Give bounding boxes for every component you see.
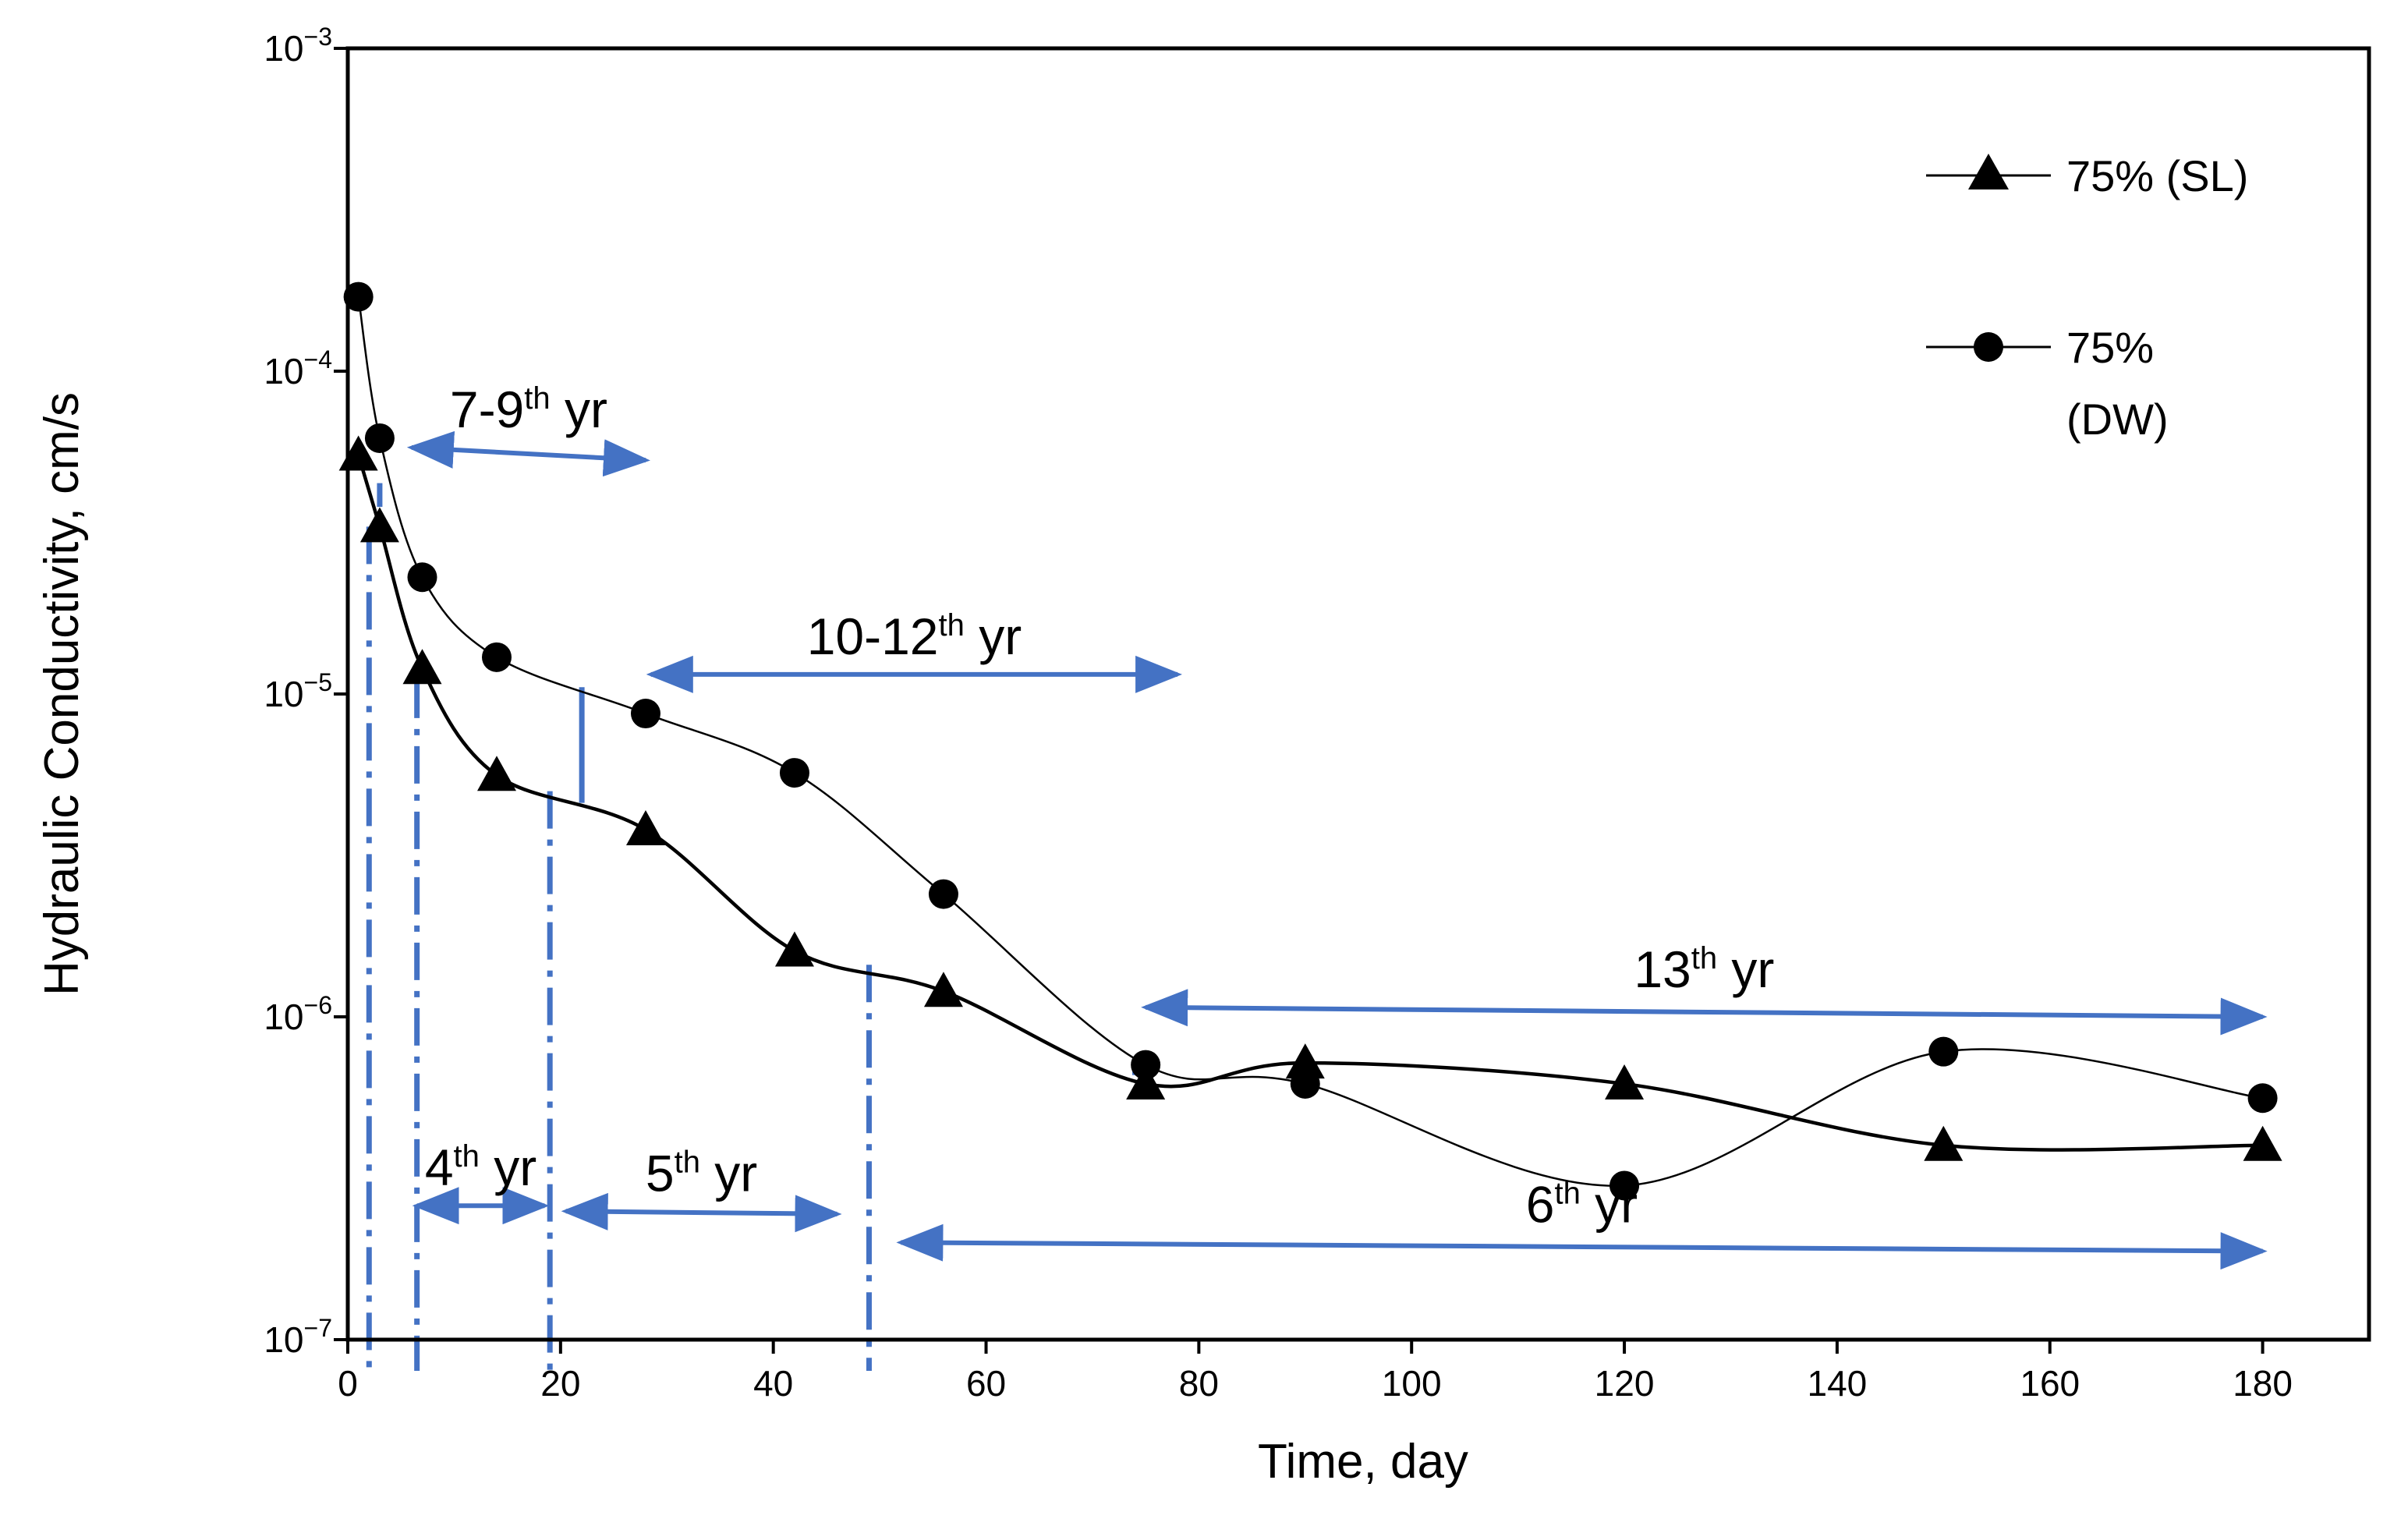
series-dw — [343, 281, 2278, 1201]
legend-item-dw: 75% (DW) — [1926, 323, 2169, 444]
y-tick-label: 10−4 — [264, 345, 332, 391]
x-axis-title: Time, day — [1258, 1435, 1468, 1489]
series-sl — [338, 435, 2282, 1161]
data-point — [481, 642, 512, 672]
data-point — [1285, 1043, 1325, 1079]
data-point — [402, 649, 442, 685]
data-point — [359, 507, 399, 543]
y-tick-label: 10−6 — [264, 991, 332, 1037]
legend-label-sl: 75% (SL) — [2066, 151, 2248, 200]
data-point — [407, 562, 437, 593]
period-label: 5th yr — [646, 1144, 757, 1202]
period-label: 4th yr — [425, 1138, 536, 1196]
y-axis-title: Hydraulic Conductivity, cm/s — [35, 392, 89, 996]
data-point — [1928, 1036, 1959, 1067]
data-point — [1609, 1170, 1640, 1201]
data-point — [923, 972, 963, 1007]
legend-item-sl: 75% (SL) — [1926, 151, 2248, 200]
x-tick-label: 100 — [1382, 1363, 1442, 1404]
data-point — [928, 879, 958, 909]
legend-circle-marker — [1974, 332, 2003, 362]
x-axis: 0 20 40 60 80 100 120 140 160 180 — [338, 1340, 2293, 1404]
legend-triangle-marker — [1968, 154, 2009, 189]
data-point — [779, 758, 809, 788]
data-point — [476, 756, 516, 791]
series-layer — [338, 281, 2282, 1201]
data-point — [364, 423, 395, 453]
period-label: 7-9th yr — [450, 381, 607, 438]
data-point — [338, 435, 378, 471]
period-arrow — [896, 1223, 2268, 1270]
x-tick-label: 20 — [540, 1363, 580, 1404]
y-axis: 10−3 10−4 10−5 10−6 10−7 — [264, 23, 348, 1360]
legend-label-dw-line2: (DW) — [2066, 395, 2169, 444]
period-arrow — [406, 430, 650, 477]
period-arrow — [561, 1192, 842, 1233]
data-point — [1924, 1125, 1964, 1161]
x-tick-label: 120 — [1595, 1363, 1655, 1404]
data-point — [1131, 1050, 1161, 1080]
y-tick-label: 10−5 — [264, 668, 332, 714]
period-label: 6th yr — [1526, 1175, 1638, 1233]
legend-label-dw: 75% — [2066, 323, 2154, 372]
data-point — [1126, 1064, 1166, 1099]
data-point — [343, 281, 374, 312]
x-tick-label: 140 — [1808, 1363, 1868, 1404]
x-tick-label: 60 — [966, 1363, 1006, 1404]
data-point — [1290, 1068, 1320, 1099]
series-line — [356, 454, 2263, 1152]
period-dividers — [366, 483, 1138, 1371]
y-tick-label: 10−3 — [264, 23, 332, 69]
data-point — [625, 809, 665, 845]
data-point — [774, 931, 814, 967]
x-tick-label: 160 — [2020, 1363, 2080, 1404]
data-point — [1605, 1064, 1645, 1099]
data-point — [630, 699, 660, 729]
x-tick-label: 80 — [1179, 1363, 1219, 1404]
legend: 75% (SL) 75% (DW) — [1926, 151, 2248, 444]
annotation-layer: 7-9th yr 10-12th yr 13th yr 4th yr 5th yr 6th… — [406, 381, 2268, 1270]
data-point — [2247, 1083, 2278, 1114]
period-arrow — [1141, 989, 2268, 1036]
x-tick-label: 40 — [753, 1363, 793, 1404]
x-tick-label: 180 — [2233, 1363, 2293, 1404]
period-label: 13th yr — [1634, 940, 1774, 998]
y-tick-label: 10−7 — [264, 1314, 332, 1360]
period-label: 10-12th yr — [807, 607, 1022, 665]
x-tick-label: 0 — [338, 1363, 358, 1404]
series-line — [357, 296, 2263, 1187]
data-point — [2243, 1125, 2282, 1161]
